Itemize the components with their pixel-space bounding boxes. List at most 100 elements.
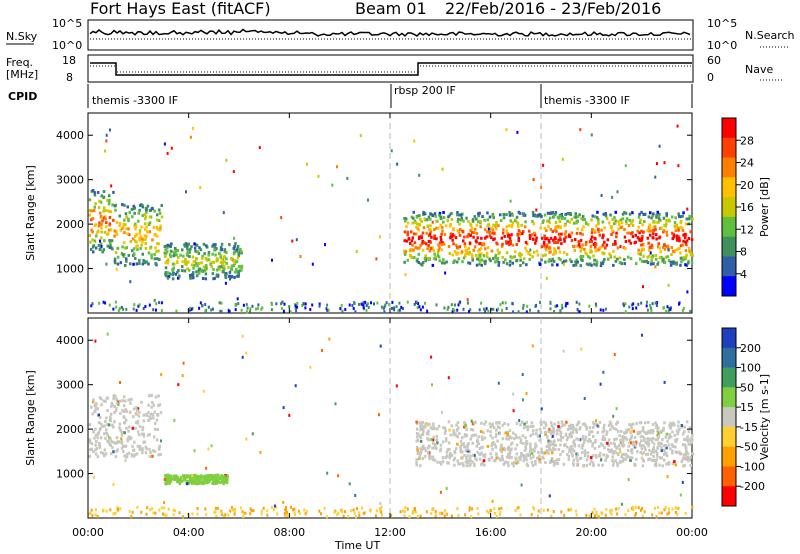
scatter-cell [406,507,409,511]
scatter-cell [537,451,540,454]
scatter-cell [318,302,321,306]
scatter-cell [471,218,475,222]
scatter-cell [235,274,239,278]
scatter-cell [678,239,681,243]
scatter-cell [525,310,528,314]
scatter-cell [472,453,475,457]
scatter-cell [208,478,212,482]
scatter-cell [423,241,426,245]
scatter-cell [115,232,119,236]
scatter-cell [187,481,190,485]
scatter-cell [634,240,637,244]
scatter-cell [237,270,240,274]
scatter-cell [469,454,472,458]
scatter-cell [529,434,532,438]
scatter-cell [326,303,329,307]
scatter-cell [147,411,150,415]
scatter-cell [614,259,618,263]
scatter-cell [512,310,515,314]
scatter-cell [576,219,579,223]
scatter-cell [641,435,645,439]
scatter-cell [464,460,468,464]
scatter-cell [193,246,197,250]
scatter-cell [197,478,200,482]
colorbar-tick-label: 100 [740,362,761,375]
scatter-cell [468,457,472,461]
scatter-cell [140,400,143,404]
scatter-cell [203,481,207,485]
scatter-cell [114,394,117,398]
scatter-cell [110,246,113,250]
scatter-cell [575,452,578,456]
scatter-cell [99,242,103,246]
scatter-cell [153,410,157,414]
scatter-cell [540,423,543,427]
scatter-cell [134,453,137,457]
scatter-cell [541,236,544,240]
scatter-cell [564,212,567,216]
scatter-cell [642,459,646,463]
scatter-cell [622,302,625,306]
scatter-cell [577,438,580,441]
scatter-cell [460,443,463,447]
scatter-cell [406,230,410,234]
scatter-cell [464,248,467,252]
scatter-cell [430,355,433,359]
scatter-cell [421,305,424,309]
scatter-cell [679,452,682,456]
nave-top-tick: 60 [707,54,721,67]
scatter-cell [641,507,643,511]
scatter-cell [635,262,638,266]
scatter-cell [409,248,412,252]
scatter-cell [515,258,519,262]
scatter-cell [491,499,494,503]
scatter-cell [480,258,484,262]
scatter-cell [414,246,417,249]
scatter-cell [95,402,98,406]
scatter-cell [102,300,105,304]
scatter-cell [541,455,544,459]
scatter-cell [90,508,93,512]
scatter-cell [456,308,459,312]
y-tick-label: 4000 [56,334,84,347]
scatter-cell [384,303,387,307]
scatter-cell [100,194,103,198]
scatter-cell [327,308,330,312]
scatter-cell [684,255,688,259]
scatter-cell [662,257,665,261]
scatter-cell [197,262,201,265]
colorbar-swatch [722,236,736,257]
scatter-cell [456,507,459,511]
scatter-cell [99,200,103,204]
colorbar-swatch [722,486,736,507]
scatter-cell [145,413,148,417]
scatter-cell [597,515,600,519]
scatter-cell [98,416,102,420]
scatter-cell [651,302,654,306]
scatter-cell [468,250,472,254]
scatter-cell [603,446,606,450]
scatter-cell [417,237,421,241]
scatter-cell [568,449,571,453]
scatter-cell [606,238,610,242]
scatter-cell [99,239,101,243]
scatter-cell [525,440,528,443]
scatter-cell [561,450,565,453]
scatter-cell [650,452,653,456]
scatter-cell [91,514,94,518]
scatter-cell [237,274,240,278]
scatter-cell [181,374,184,378]
scatter-cell [99,247,102,251]
scatter-cell [466,235,469,239]
scatter-cell [276,512,279,516]
scatter-cell [618,256,622,260]
scatter-cell [116,255,120,259]
scatter-cell [229,277,231,281]
scatter-cell [507,456,511,460]
scatter-cell [646,255,649,259]
scatter-cell [560,217,564,220]
scatter-cell [674,463,677,467]
scatter-cell [457,217,460,221]
scatter-cell [605,217,609,220]
scatter-cell [667,248,670,252]
